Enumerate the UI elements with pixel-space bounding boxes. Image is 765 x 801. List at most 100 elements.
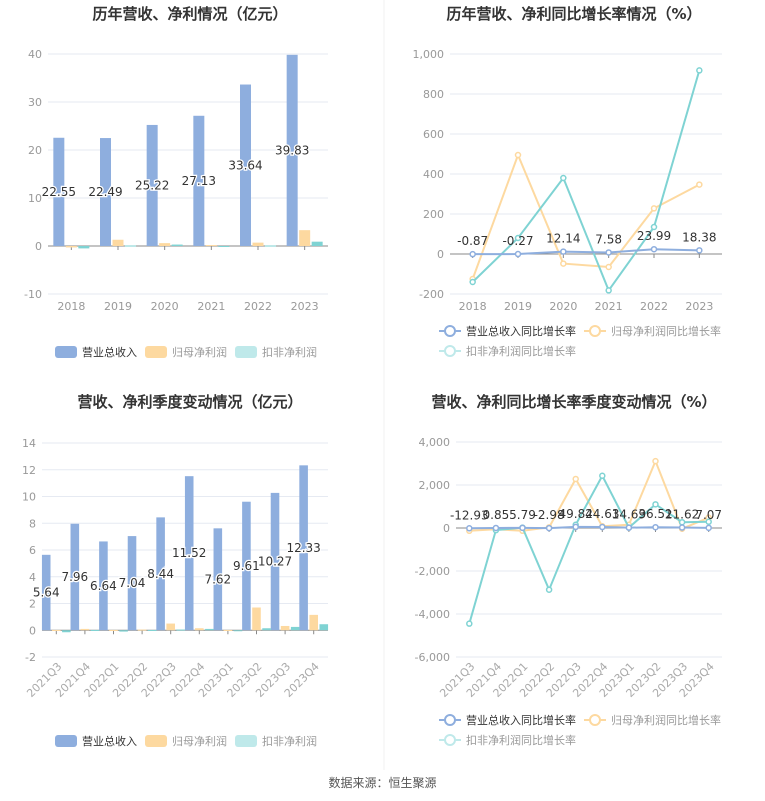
data-label: -2.98 (534, 508, 565, 522)
y-tick-label: 20 (28, 144, 42, 157)
y-tick-label: 0 (35, 240, 42, 253)
data-label: 11.52 (172, 546, 206, 560)
data-label: 27.13 (182, 174, 216, 188)
bar-扣非净利润 (311, 241, 323, 246)
y-tick-label: 1,000 (413, 48, 445, 61)
line-归母净利润同比增长率 (469, 458, 710, 532)
legend-item[interactable]: 扣非净利润同比增长率 (439, 344, 576, 358)
bar-归母净利润 (112, 239, 124, 246)
point-营业总收入同比增长率 (678, 524, 686, 531)
legend: 营业总收入 归母净利润 扣非净利润 (55, 345, 317, 359)
bar-归母净利润 (252, 242, 264, 246)
bar-归母净利润 (65, 246, 77, 248)
x-tick-label: 2021 (595, 300, 623, 313)
point-营业总收入同比增长率 (469, 250, 476, 258)
legend-item[interactable]: 营业总收入同比增长率 (439, 713, 576, 727)
point-营业总收入同比增长率 (650, 245, 658, 253)
bar-扣非净利润 (90, 629, 100, 631)
legend-label: 营业总收入同比增长率 (466, 324, 576, 338)
legend-label: 扣非净利润 (262, 734, 317, 748)
bar-扣非净利润 (218, 246, 230, 247)
bar-营业总收入 (100, 138, 111, 246)
y-tick-label: 0 (29, 624, 36, 637)
x-tick-label: 2019 (504, 300, 532, 313)
legend-marker (444, 325, 456, 337)
legend-item[interactable]: 扣非净利润 (235, 734, 317, 748)
data-label: 7.58 (595, 232, 622, 246)
legend-item[interactable]: 营业总收入 (55, 734, 137, 748)
bar-归母净利润 (195, 628, 204, 631)
bar-扣非净利润 (205, 628, 214, 631)
bar-营业总收入 (242, 501, 251, 631)
legend-item[interactable]: 扣非净利润同比增长率 (439, 733, 576, 747)
bar-营业总收入 (193, 115, 205, 246)
legend-marker (444, 734, 456, 746)
y-tick-label: -4,000 (415, 608, 450, 621)
x-tick-label: 2019 (104, 300, 132, 313)
y-tick-label: 40 (28, 48, 42, 61)
line-扣非净利润同比增长率 (468, 473, 709, 624)
bar-归母净利润 (166, 623, 175, 631)
bar-营业总收入 (184, 476, 194, 631)
point-归母净利润同比增长率 (514, 151, 522, 159)
point-扣非净利润同比增长率 (652, 501, 659, 508)
legend-item[interactable]: 归母净利润 (145, 345, 227, 359)
legend-label: 营业总收入 (82, 345, 137, 359)
point-归母净利润同比增长率 (650, 205, 658, 212)
y-tick-label: -2 (25, 651, 36, 664)
chart-4: 营收、净利同比增长率季度变动情况（%） -6,000 -4,000 -2,000 0 2,… (415, 393, 723, 747)
bar-归母净利润 (309, 614, 318, 631)
point-扣非净利润同比增长率 (605, 287, 612, 294)
chart-1: 历年营收、净利情况（亿元） -10 0 10 20 30 40 2018 2019 2020 202… (24, 5, 328, 359)
x-tick-label: 2022 (244, 300, 272, 313)
x-tick-label: 2022 (640, 300, 668, 313)
y-tick-label: 10 (22, 491, 36, 504)
bar-营业总收入 (70, 523, 80, 631)
bar-扣非净利润 (171, 244, 183, 246)
data-label: 18.38 (682, 230, 716, 244)
legend-label: 扣非净利润 (262, 345, 317, 359)
y-tick-label: 4,000 (419, 436, 451, 449)
legend-label: 归母净利润 (172, 345, 227, 359)
legend-item[interactable]: 归母净利润 (145, 734, 227, 748)
line-扣非净利润同比增长率 (471, 70, 701, 293)
legend-swatch (55, 735, 77, 747)
legend-item[interactable]: 归母净利润同比增长率 (584, 324, 721, 338)
chart-2: 历年营收、净利同比增长率情况（%） -200 0 200 400 600 800 1,000 2… (413, 5, 722, 358)
point-归母净利润同比增长率 (652, 457, 659, 465)
y-tick-label: 600 (423, 128, 444, 141)
bar-归母净利润 (252, 607, 261, 631)
data-label: -0.27 (502, 234, 533, 248)
chart-title: 营收、净利同比增长率季度变动情况（%） (431, 393, 716, 411)
point-营业总收入同比增长率 (466, 525, 473, 532)
legend-item[interactable]: 归母净利润同比增长率 (584, 713, 721, 727)
bar-归母净利润 (80, 628, 90, 631)
legend-marker (589, 325, 601, 337)
point-营业总收入同比增长率 (652, 523, 659, 531)
data-label: 22.49 (88, 185, 122, 199)
line-营业总收入同比增长率 (469, 525, 709, 530)
legend-label: 营业总收入同比增长率 (466, 713, 576, 727)
y-tick-label: 14 (22, 437, 36, 450)
bar-营业总收入 (156, 517, 165, 631)
data-label: 22.55 (42, 185, 76, 199)
x-tick-label: 2018 (57, 300, 85, 313)
bar-扣非净利润 (262, 628, 271, 631)
point-扣非净利润同比增长率 (466, 620, 473, 627)
data-label: 5.64 (33, 586, 60, 600)
y-tick-label: 400 (423, 168, 444, 181)
legend-item[interactable]: 营业总收入 (55, 345, 137, 359)
data-label: -12.93 (450, 508, 489, 522)
data-label: 33.64 (228, 158, 262, 172)
data-label: 9.61 (233, 559, 260, 573)
point-营业总收入同比增长率 (514, 250, 522, 258)
bar-营业总收入 (99, 541, 108, 631)
y-tick-label: 2,000 (419, 479, 451, 492)
bar-营业总收入 (213, 528, 223, 631)
point-扣非净利润同比增长率 (469, 278, 476, 286)
legend-item[interactable]: 营业总收入同比增长率 (439, 324, 576, 338)
legend-item[interactable]: 扣非净利润 (235, 345, 317, 359)
bar-营业总收入 (270, 492, 280, 631)
